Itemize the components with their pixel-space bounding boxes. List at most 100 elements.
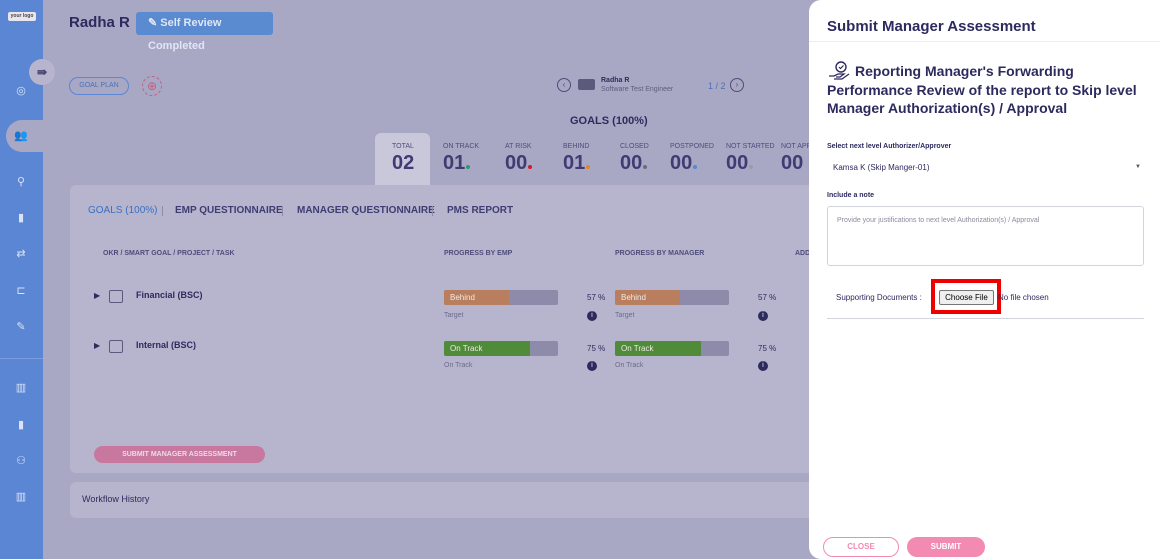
hierarchy-icon[interactable]: ⊏	[16, 285, 26, 297]
choose-file-button[interactable]: Choose File	[939, 290, 994, 305]
person-icon[interactable]: ⚲	[16, 176, 26, 188]
stat-value: 02	[392, 152, 415, 174]
edit-document-icon[interactable]: ✎	[16, 321, 26, 333]
workflow-history-label: Workflow History	[82, 494, 150, 504]
tab-pms-report[interactable]: PMS REPORT	[447, 205, 514, 216]
book-icon[interactable]: ▮	[17, 212, 25, 224]
progress-fill: Behind	[615, 290, 680, 305]
stat-on-track[interactable]: ON TRACK 01	[443, 143, 479, 175]
progress-fill: Behind	[444, 290, 509, 305]
stat-behind[interactable]: BEHIND 01	[563, 143, 591, 175]
goals-summary-title: GOALS (100%)	[570, 115, 648, 127]
progress-fill: On Track	[444, 341, 530, 356]
progress-percent: 75 %	[587, 344, 606, 353]
tab-emp-questionnaire[interactable]: EMP QUESTIONNAIRE	[175, 205, 283, 216]
sidebar-collapse-button[interactable]: ⇛	[29, 59, 55, 85]
status-dot	[466, 165, 471, 169]
target-icon[interactable]: ◎	[16, 85, 26, 97]
company-logo: your logo	[8, 12, 36, 21]
info-icon[interactable]: i	[587, 311, 597, 321]
prev-employee-button[interactable]: ‹	[557, 78, 571, 92]
stat-label: TOTAL	[392, 143, 414, 150]
stat-not-started[interactable]: NOT STARTED 00	[726, 143, 775, 175]
nav-employee-role: Software Test Engineer	[601, 86, 674, 93]
goal-title[interactable]: Internal (BSC)	[136, 340, 197, 350]
stat-value: 01	[443, 152, 466, 174]
note-label: Include a note	[827, 192, 875, 199]
expand-row-icon[interactable]: ▶	[94, 291, 101, 300]
stat-label: NOT APP	[781, 143, 812, 150]
stat-closed[interactable]: CLOSED 00	[620, 143, 649, 175]
close-button[interactable]: CLOSE	[823, 537, 899, 557]
stat-label: POSTPONED	[670, 143, 714, 150]
drawer-divider	[809, 41, 1160, 42]
note-textarea[interactable]: Provide your justifications to next leve…	[827, 206, 1144, 266]
book-icon[interactable]: ▮	[17, 419, 25, 431]
workflow-history-panel[interactable]: Workflow History	[70, 482, 830, 518]
progress-bar-manager: Behind	[615, 290, 729, 305]
status-dot	[693, 165, 698, 169]
tab-separator	[162, 206, 163, 216]
report-icon[interactable]: ▥	[15, 491, 27, 503]
goal-title[interactable]: Financial (BSC)	[136, 290, 203, 300]
next-employee-button[interactable]: ›	[730, 78, 744, 92]
group-icon[interactable]: ⚇	[16, 455, 26, 467]
progress-percent: 57 %	[758, 293, 777, 302]
tab-manager-questionnaire[interactable]: MANAGER QUESTIONNAIRE	[297, 205, 435, 216]
status-badge: ✎ Self Review Completed	[136, 12, 273, 52]
tab-separator	[432, 206, 433, 216]
authorizer-select[interactable]: Kamsa K (Skip Manger-01) ▼	[827, 157, 1145, 177]
stat-not-applicable[interactable]: NOT APP 00	[781, 143, 811, 175]
stat-at-risk[interactable]: AT RISK 00	[505, 143, 533, 175]
progress-bar-manager: On Track	[615, 341, 729, 356]
info-icon[interactable]: i	[758, 311, 768, 321]
team-icon: 👥	[14, 130, 28, 142]
column-header-goal: OKR / SMART GOAL / PROJECT / TASK	[103, 250, 235, 257]
info-icon[interactable]: i	[758, 361, 768, 371]
goal-sheet-icon	[109, 290, 123, 303]
stat-label: BEHIND	[563, 143, 590, 150]
nav-employee-name: Radha R	[601, 77, 630, 84]
info-icon[interactable]: i	[587, 361, 597, 371]
employee-name: Radha R	[69, 14, 130, 31]
stat-label: AT RISK	[505, 143, 532, 150]
progress-bar-emp: Behind	[444, 290, 558, 305]
progress-percent: 75 %	[758, 344, 777, 353]
submit-button[interactable]: SUBMIT	[907, 537, 985, 557]
supporting-documents-label: Supporting Documents :	[836, 293, 922, 302]
status-dot	[749, 165, 754, 169]
stat-value: 00	[726, 152, 749, 174]
stat-label: ON TRACK	[443, 143, 480, 150]
column-header-progress-emp: PROGRESS BY EMP	[444, 250, 513, 257]
file-status-text: No file chosen	[998, 293, 1049, 302]
progress-subtext: Target	[615, 312, 635, 319]
chart-icon[interactable]: ▥	[15, 382, 27, 394]
status-dot	[586, 165, 591, 169]
expand-row-icon[interactable]: ▶	[94, 341, 101, 350]
authorizer-label: Select next level Authorizer/Approver	[827, 143, 952, 150]
status-dot	[528, 165, 533, 169]
stat-value: 01	[563, 152, 586, 174]
tab-separator	[282, 206, 283, 216]
authorizer-selected-value: Kamsa K (Skip Manger-01)	[833, 163, 930, 172]
submit-manager-assessment-button[interactable]: SUBMIT MANAGER ASSESSMENT	[94, 446, 265, 463]
progress-bar-emp: On Track	[444, 341, 558, 356]
tab-goals[interactable]: GOALS (100%)	[88, 205, 158, 216]
stat-total[interactable]: TOTAL 02	[392, 143, 414, 175]
note-placeholder: Provide your justifications to next leve…	[837, 217, 1040, 224]
stat-postponed[interactable]: POSTPONED 00	[670, 143, 714, 175]
goal-plan-button[interactable]: GOAL PLAN	[69, 77, 129, 95]
chevron-down-icon: ▼	[1135, 164, 1141, 170]
stat-value: 00	[670, 152, 693, 174]
employee-card-icon	[578, 79, 595, 90]
left-sidebar: your logo ◎ 👥 ⚲ ▮ ⇄ ⊏ ✎ ▥ ▮ ⚇ ▥	[0, 0, 50, 559]
supporting-divider	[827, 318, 1144, 319]
add-target-button[interactable]: ⊕	[142, 76, 162, 96]
sidebar-divider	[0, 358, 43, 359]
handshake-icon[interactable]: ⇄	[16, 248, 26, 260]
progress-percent: 57 %	[587, 293, 606, 302]
submit-assessment-drawer: Submit Manager Assessment Reporting Mana…	[809, 0, 1160, 559]
sidebar-item-team[interactable]: 👥	[6, 120, 50, 152]
progress-subtext: On Track	[444, 362, 473, 369]
stat-total-highlight	[375, 133, 430, 185]
